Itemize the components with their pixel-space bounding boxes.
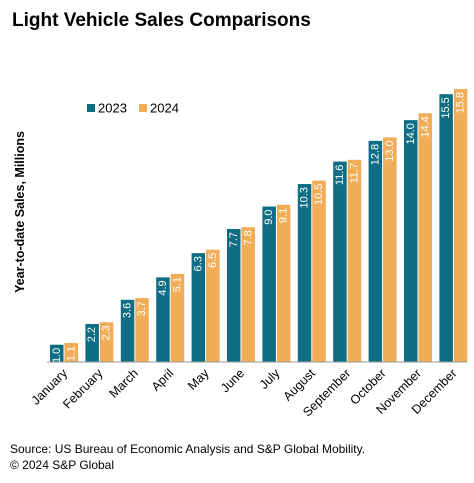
data-label-2024-october: 13.0	[384, 140, 396, 161]
data-label-2024-may: 6.5	[207, 253, 219, 268]
bar-2024-june	[241, 227, 255, 362]
data-label-2023-may: 6.3	[192, 256, 204, 271]
bar-2023-october	[368, 140, 383, 362]
y-axis-label: Year-to-date Sales, Millions	[13, 131, 27, 293]
bar-2023-july	[262, 206, 276, 362]
legend-swatch-2023	[87, 104, 95, 112]
x-tick-may: May	[185, 366, 212, 393]
bar-2024-january	[64, 342, 78, 362]
bar-2024-december	[453, 89, 468, 362]
data-label-2023-july: 9.0	[263, 209, 275, 224]
bar-2023-march	[120, 299, 135, 362]
bar-2024-august	[312, 180, 326, 362]
legend-label-2024: 2024	[150, 101, 179, 116]
bar-2023-november	[404, 120, 418, 363]
bar-2023-august	[297, 184, 312, 362]
data-label-2023-august: 10.3	[299, 187, 311, 208]
data-label-2024-august: 10.5	[313, 184, 325, 205]
data-label-2024-july: 9.1	[278, 208, 290, 223]
bar-2023-september	[333, 161, 347, 362]
data-label-2023-january: 1.0	[51, 348, 63, 363]
data-label-2024-september: 11.7	[348, 163, 360, 184]
bar-2023-may	[191, 253, 206, 362]
data-label-2023-december: 15.5	[440, 97, 452, 118]
data-label-2024-november: 14.4	[419, 116, 431, 137]
bar-2024-april	[170, 273, 185, 362]
x-tick-july: July	[257, 366, 283, 392]
x-tick-march: March	[106, 366, 140, 400]
legend-swatch-2024	[139, 104, 147, 112]
bar-2024-october	[383, 137, 397, 362]
bar-2023-february	[85, 323, 99, 362]
legend: 2023 2024	[87, 101, 179, 116]
bar-2024-may	[206, 249, 220, 362]
data-label-2023-june: 7.7	[228, 232, 240, 247]
data-label-2024-march: 3.7	[136, 301, 148, 316]
data-label-2023-april: 4.9	[157, 280, 169, 295]
chart-title: Light Vehicle Sales Comparisons	[12, 10, 311, 31]
data-label-2024-february: 2.3	[101, 325, 113, 340]
data-label-2023-march: 3.6	[122, 303, 134, 318]
data-label-2023-november: 14.0	[405, 123, 417, 144]
footer: Source: US Bureau of Economic Analysis a…	[10, 441, 365, 473]
data-label-2024-january: 1.1	[65, 346, 77, 361]
bar-2023-april	[156, 277, 170, 362]
data-label-2024-june: 7.8	[242, 230, 254, 245]
bar-2024-march	[135, 298, 149, 362]
source-note: Source: US Bureau of Economic Analysis a…	[10, 442, 366, 456]
data-label-2023-october: 12.8	[369, 144, 381, 165]
legend-label-2023: 2023	[98, 101, 127, 116]
data-label-2023-september: 11.6	[334, 165, 346, 186]
bar-2024-july	[276, 204, 291, 362]
data-label-2024-december: 15.8	[455, 92, 467, 113]
x-tick-april: April	[149, 366, 177, 394]
data-label-2024-april: 5.1	[171, 277, 183, 292]
data-label-2023-february: 2.2	[86, 327, 98, 342]
bar-2023-june	[227, 228, 241, 362]
bar-2024-november	[418, 113, 432, 362]
bar-chart: Year-to-date Sales, Millions 2023 2024 1.…	[13, 89, 468, 420]
bar-2024-september	[347, 159, 362, 362]
copyright-note: © 2024 S&P Global	[10, 458, 115, 472]
x-tick-february: February	[60, 366, 106, 412]
bars: 1.0 1.1 2.2 2.3 3.6 3.7 4.9 5.1 6.3 6.5 7.7 7.8 9.0 9…	[50, 89, 468, 363]
bar-2024-february	[99, 322, 114, 362]
bar-2023-december	[439, 94, 453, 363]
bar-2023-january	[50, 344, 64, 362]
x-tick-june: June	[218, 366, 247, 395]
